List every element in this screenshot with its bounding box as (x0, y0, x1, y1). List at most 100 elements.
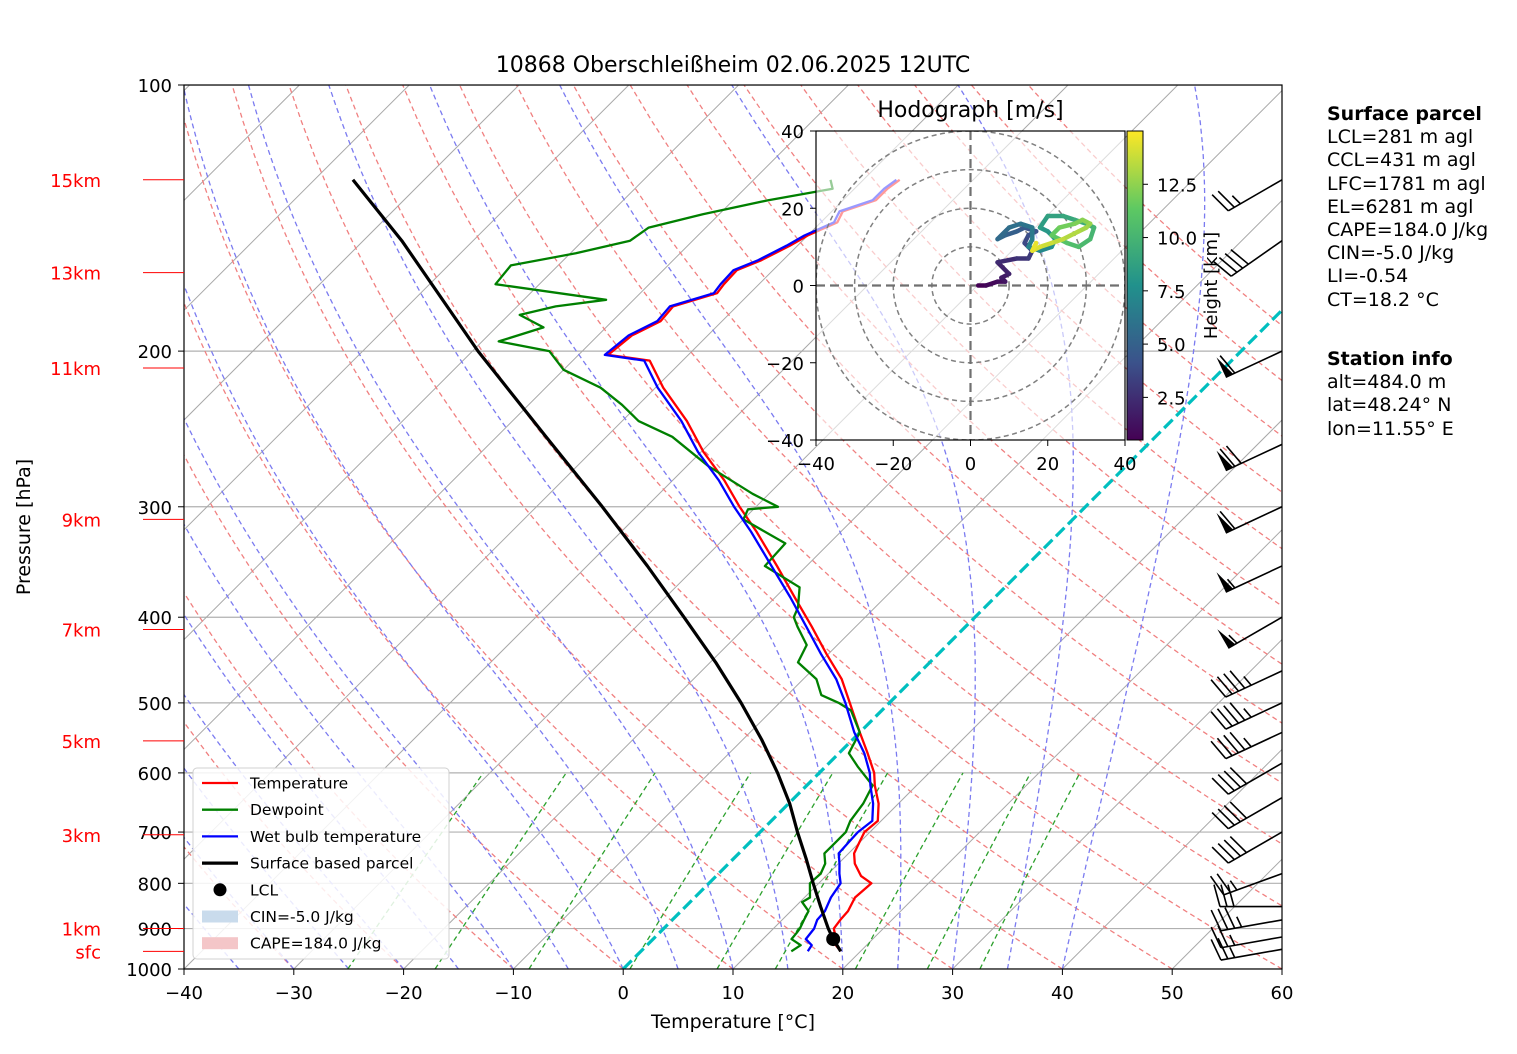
station-latitude: lat=48.24° N (1327, 394, 1452, 417)
lcl-marker (826, 932, 841, 947)
station-info-panel: Station info alt=484.0 m lat=48.24° N lo… (1327, 348, 1454, 441)
wind-barb-staff (1220, 948, 1283, 961)
hodograph-segment (1057, 221, 1078, 230)
y-tick-label: 900 (138, 920, 172, 941)
wind-barb-staff (1227, 831, 1283, 864)
lcl-value: LCL=281 m agl (1327, 126, 1474, 149)
moist-adiabat (184, 86, 679, 969)
wind-barb-full (1217, 908, 1229, 930)
y-tick-label: 700 (138, 823, 172, 844)
colorbar-label: Height [km] (1201, 232, 1222, 339)
hodograph-y-tick-label: −20 (766, 354, 804, 375)
wind-barb (1210, 907, 1283, 932)
hodograph-y-tick-label: 40 (781, 122, 804, 143)
colorbar-tick-label: 2.5 (1157, 388, 1186, 409)
wind-barb-full (1223, 839, 1241, 857)
wind-barb (1213, 240, 1283, 277)
wind-barb-staff (1225, 731, 1283, 760)
wind-barb-full (1213, 261, 1232, 277)
wind-barb-staff (1227, 796, 1283, 830)
wind-barb-half (1229, 934, 1236, 946)
wind-barb (1210, 670, 1283, 698)
hodograph-x-tick-label: 0 (965, 454, 976, 475)
altitude-label: 13km (50, 264, 101, 285)
wind-barb-full (1223, 734, 1240, 754)
mixing-ratio-line (854, 772, 964, 969)
hodograph-y-tick-label: −40 (766, 431, 804, 452)
y-axis-label: Pressure [hPa] (13, 459, 35, 595)
wind-barb-full (1219, 355, 1236, 374)
wind-barb-staff (1225, 350, 1283, 379)
wind-barb-half (1231, 195, 1241, 205)
wind-barb-half (1236, 916, 1243, 928)
wind-barb-half (1226, 578, 1236, 589)
legend-label: Dewpoint (250, 801, 324, 819)
colorbar (1126, 130, 1144, 441)
x-tick-label: 40 (1051, 983, 1074, 1004)
wind-barb (1210, 937, 1283, 961)
wind-barb-full (1220, 884, 1228, 907)
x-tick-label: −30 (275, 983, 313, 1004)
station-altitude: alt=484.0 m (1327, 371, 1447, 394)
hodograph-x-tick-label: 40 (1114, 454, 1137, 475)
colorbar-tick-label: 5.0 (1157, 335, 1186, 356)
wind-barb-staff (1227, 762, 1283, 795)
altitude-label: 15km (50, 171, 101, 192)
dry-adiabat (231, 85, 953, 969)
wind-barb-full (1224, 907, 1236, 929)
wind-barb-full (1210, 679, 1227, 698)
dry-adiabat (184, 116, 844, 969)
wind-barb-staff (1227, 179, 1283, 212)
mixing-ratio-line (716, 772, 834, 969)
legend-swatch (202, 937, 238, 950)
altitude-label: sfc (75, 942, 101, 963)
wind-barb-pennant (1216, 513, 1234, 533)
wind-barb-full (1217, 190, 1235, 208)
wetbulb-line (603, 178, 898, 952)
wind-barb-pennant (1216, 450, 1234, 471)
legend: Temperature Dewpoint Wet bulb temperature S… (192, 767, 450, 960)
wind-barb-half (1243, 676, 1252, 686)
wind-barb (1216, 350, 1283, 379)
legend-label: Wet bulb temperature (250, 828, 421, 846)
isotherm-line (184, 85, 630, 531)
temperature-line (606, 178, 901, 953)
wind-barb (1209, 872, 1283, 896)
wind-barb-full (1217, 808, 1235, 826)
wind-barb-full (1223, 770, 1241, 788)
ct-value: CT=18.2 °C (1327, 288, 1439, 311)
wind-barb (1210, 702, 1283, 730)
li-value: LI=-0.54 (1327, 265, 1409, 288)
wind-barb-full (1210, 740, 1227, 760)
chart-title: 10868 Oberschleißheim 02.06.2025 12UTC (496, 53, 971, 78)
wind-barb-full (1219, 510, 1236, 530)
zero-isotherm (622, 307, 1282, 969)
wind-barb-full (1217, 937, 1229, 960)
wind-barb-full (1216, 676, 1233, 695)
wind-barb (1216, 506, 1283, 534)
hodograph-segment (1076, 236, 1093, 250)
wind-barb-full (1229, 731, 1246, 751)
wind-barb-full (1225, 445, 1242, 464)
y-tick-label: 100 (138, 76, 172, 97)
x-tick-label: −20 (385, 983, 423, 1004)
el-value: EL=6281 m agl (1327, 195, 1474, 218)
dry-adiabat (459, 85, 1282, 907)
hodograph-inset: Hodograph [m/s] −40 −20 0 20 40 −40 −20 0 20 40 2.5… (766, 98, 1222, 475)
altitude-label: 11km (50, 359, 101, 380)
isotherm-line (842, 529, 1282, 969)
wind-barb-full (1223, 673, 1240, 692)
x-tick-label: 20 (831, 983, 854, 1004)
legend-label: CAPE=184.0 J/kg (250, 935, 381, 953)
dewpoint-line (494, 179, 874, 953)
hodograph-title: Hodograph [m/s] (877, 98, 1063, 123)
wind-barb-full (1216, 873, 1231, 893)
hodograph-segment (1037, 213, 1050, 230)
wind-barb (1211, 762, 1283, 795)
wind-barb-pennant (1216, 572, 1234, 593)
wind-barb-full (1210, 939, 1222, 961)
wind-barb (1217, 616, 1283, 649)
wind-barb-full (1229, 835, 1248, 854)
dry-adiabat (402, 85, 1282, 969)
wind-barb (1210, 731, 1283, 760)
